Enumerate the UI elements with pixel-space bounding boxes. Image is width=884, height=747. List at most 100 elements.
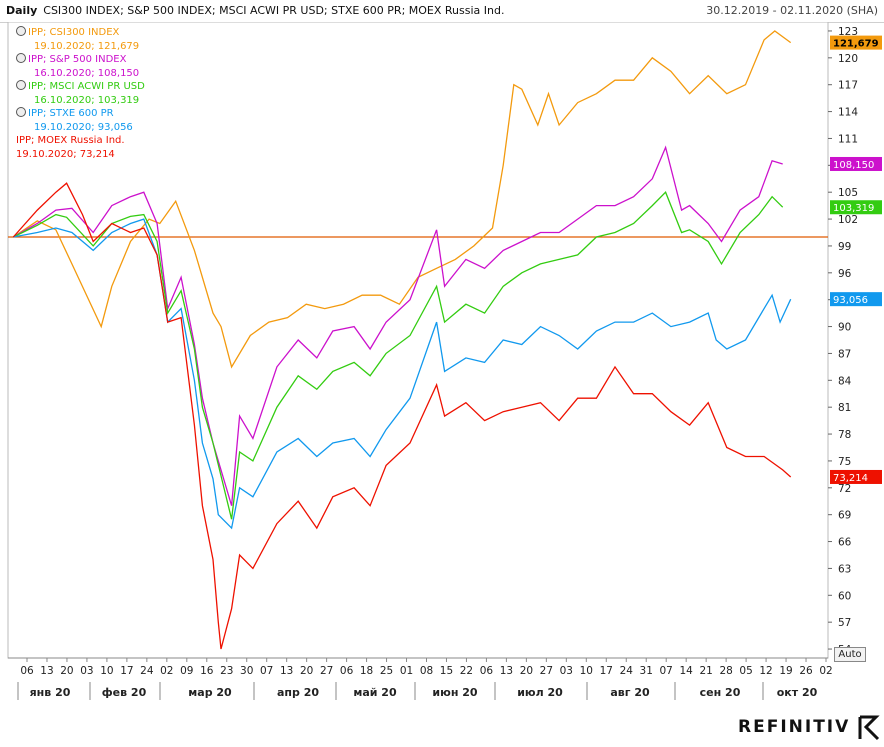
x-tick-label: 23: [220, 665, 233, 677]
plot-area: [7, 22, 829, 659]
x-tick-label: 14: [679, 665, 693, 677]
series-last-value-label: 93,056: [833, 295, 868, 306]
legend-series-name: IPP; STXE 600 PR: [16, 107, 145, 121]
y-tick-label: 120: [838, 53, 858, 65]
legend-series-label: IPP; S&P 500 INDEX: [28, 54, 127, 65]
legend-series-label: IPP; MOEX Russia Ind.: [16, 135, 125, 146]
y-tick-label: 69: [838, 510, 851, 522]
legend-item[interactable]: IPP; S&P 500 INDEX 16.10.2020; 108,150: [14, 53, 145, 80]
legend-item[interactable]: IPP; STXE 600 PR 19.10.2020; 93,056: [14, 107, 145, 134]
clock-icon: [16, 80, 26, 90]
y-tick-label: 84: [838, 375, 852, 387]
y-tick-label: 99: [838, 241, 851, 253]
x-tick-label: 01: [400, 665, 413, 677]
x-tick-label: 06: [340, 665, 354, 677]
series-last-value-label: 108,150: [833, 160, 874, 171]
y-tick-label: 123: [838, 26, 858, 38]
x-tick-label: 16: [200, 665, 214, 677]
x-month-label: апр 20: [277, 686, 319, 699]
y-tick-label: 72: [838, 483, 851, 495]
y-tick-label: 111: [838, 133, 858, 145]
legend-series-name: IPP; MSCI ACWI PR USD: [16, 80, 145, 94]
clock-icon: [16, 53, 26, 63]
x-tick-label: 20: [60, 665, 73, 677]
series-last-value-badge: [830, 200, 882, 215]
legend-series-label: IPP; MSCI ACWI PR USD: [28, 81, 145, 92]
series-last-value-label: 121,679: [833, 39, 879, 50]
y-tick-label: 57: [838, 617, 851, 629]
x-tick-label: 08: [420, 665, 433, 677]
series-last-value-label: 103,319: [833, 203, 874, 214]
x-tick-label: 06: [20, 665, 34, 677]
legend-series-value: 19.10.2020; 121,679: [34, 40, 140, 52]
series-last-value-badge: [830, 469, 882, 484]
series-line-1: [12, 145, 783, 506]
x-tick-label: 09: [180, 665, 193, 677]
series-line-4: [12, 182, 792, 650]
x-month-label: янв 20: [30, 686, 71, 699]
y-tick-label: 102: [838, 214, 858, 226]
brand-name: REFINITIV: [738, 717, 851, 737]
legend-series-value: 19.10.2020; 73,214: [16, 148, 115, 160]
interval-label: Daily: [6, 4, 38, 17]
x-tick-label: 10: [100, 665, 113, 677]
x-month-label: июл 20: [517, 686, 563, 699]
series-line-2: [13, 191, 784, 520]
y-tick-label: 81: [838, 402, 851, 414]
clock-icon: [16, 107, 26, 117]
x-month-label: мар 20: [188, 686, 232, 699]
series-last-value-badge: [830, 156, 882, 171]
legend-item[interactable]: IPP; CSI300 INDEX 19.10.2020; 121,679: [14, 26, 145, 53]
x-tick-label: 15: [440, 665, 453, 677]
x-tick-label: 03: [560, 665, 573, 677]
legend-series-value: 16.10.2020; 103,319: [34, 94, 140, 106]
y-tick-label: 117: [838, 80, 858, 92]
x-tick-label: 27: [540, 665, 553, 677]
x-month-label: авг 20: [610, 686, 650, 699]
date-range: 30.12.2019 - 02.11.2020 (SHA): [706, 4, 878, 17]
chart-header: Daily CSI300 INDEX; S&P 500 INDEX; MSCI A…: [0, 0, 884, 23]
x-tick-label: 05: [739, 665, 752, 677]
clock-icon: [16, 26, 26, 36]
y-tick-label: 114: [838, 107, 858, 119]
x-tick-label: 24: [140, 665, 154, 677]
legend: IPP; CSI300 INDEX 19.10.2020; 121,679 IPP;…: [14, 26, 145, 161]
x-tick-label: 26: [799, 665, 813, 677]
instruments-label: CSI300 INDEX; S&P 500 INDEX; MSCI ACWI P…: [43, 4, 505, 17]
brand-logo-icon: [858, 715, 880, 741]
x-tick-label: 21: [699, 665, 712, 677]
y-tick-label: 90: [838, 322, 851, 334]
legend-series-label: IPP; STXE 600 PR: [28, 108, 114, 119]
x-tick-label: 19: [779, 665, 792, 677]
series-last-value-badge: [830, 292, 882, 307]
x-tick-label: 07: [260, 665, 273, 677]
x-tick-label: 22: [460, 665, 473, 677]
x-tick-label: 27: [320, 665, 333, 677]
y-tick-label: 75: [838, 456, 851, 468]
x-tick-label: 13: [280, 665, 293, 677]
legend-item[interactable]: IPP; MSCI ACWI PR USD 16.10.2020; 103,319: [14, 80, 145, 107]
x-tick-label: 06: [480, 665, 494, 677]
x-month-label: июн 20: [432, 686, 477, 699]
y-tick-label: 96: [838, 268, 852, 280]
x-tick-label: 02: [819, 665, 832, 677]
legend-series-value: 19.10.2020; 93,056: [34, 121, 133, 133]
y-tick-label: 105: [838, 187, 858, 199]
x-tick-label: 30: [240, 665, 253, 677]
series-last-value-badge: [830, 35, 882, 50]
x-tick-label: 24: [620, 665, 634, 677]
x-tick-label: 12: [759, 665, 772, 677]
x-tick-label: 13: [40, 665, 53, 677]
y-tick-label: 63: [838, 563, 851, 575]
x-tick-label: 31: [640, 665, 653, 677]
y-tick-label: 78: [838, 429, 851, 441]
legend-series-name: IPP; CSI300 INDEX: [16, 26, 145, 40]
x-tick-label: 03: [80, 665, 93, 677]
x-tick-label: 25: [380, 665, 393, 677]
auto-scale-button[interactable]: Auto: [834, 647, 866, 662]
x-tick-label: 13: [500, 665, 513, 677]
y-tick-label: 66: [838, 537, 852, 549]
legend-item[interactable]: IPP; MOEX Russia Ind. 19.10.2020; 73,214: [14, 134, 145, 161]
x-tick-label: 20: [520, 665, 533, 677]
x-month-label: окт 20: [777, 686, 818, 699]
